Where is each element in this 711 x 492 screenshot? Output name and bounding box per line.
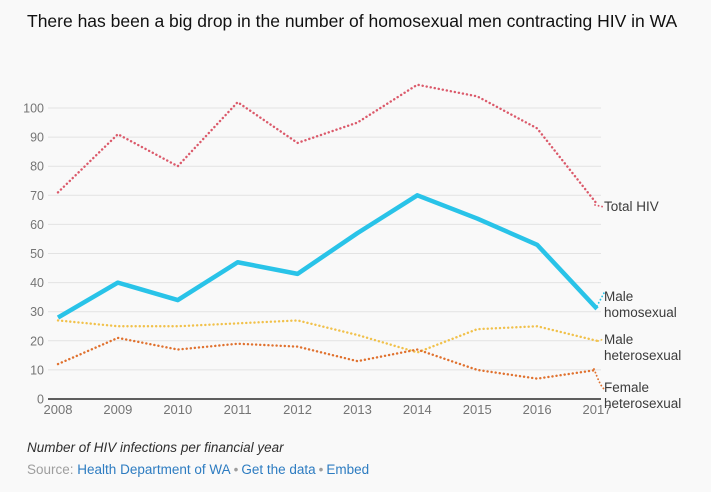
y-axis-tick-label: 100 xyxy=(23,102,44,116)
x-axis-tick-label: 2014 xyxy=(403,402,432,417)
series-label-female-heterosexual: Female heterosexual xyxy=(604,380,682,411)
male-homosexual-line xyxy=(56,193,599,320)
x-axis-tick-label: 2015 xyxy=(463,402,492,417)
series-label-male-homosexual: Male homosexual xyxy=(604,289,677,320)
male-homosexual-leader xyxy=(596,292,605,307)
x-axis-tick-label: 2010 xyxy=(163,402,192,417)
y-axis-tick-label: 40 xyxy=(30,276,44,290)
y-axis-tick-label: 20 xyxy=(30,334,44,348)
total-hiv-line xyxy=(56,83,599,206)
male-heterosexual-leader xyxy=(597,338,605,342)
y-axis-tick-label: 70 xyxy=(30,189,44,203)
male-heterosexual-line xyxy=(56,319,599,354)
x-axis-tick-label: 2012 xyxy=(283,402,312,417)
source-link-health-department[interactable]: Health Department of WA xyxy=(77,462,231,477)
x-axis-tick-label: 2013 xyxy=(343,402,372,417)
series-label-male-heterosexual: Male heterosexual xyxy=(604,332,682,363)
chart-footnote: Number of HIV infections per financial y… xyxy=(27,440,284,455)
source-label: Source: xyxy=(27,462,74,477)
y-axis-tick-label: 80 xyxy=(30,160,44,174)
x-axis-tick-label: 2009 xyxy=(103,402,132,417)
embed-link[interactable]: Embed xyxy=(326,462,370,477)
x-axis-tick-label: 2016 xyxy=(523,402,552,417)
x-axis-tick-label: 2017 xyxy=(583,402,612,417)
get-the-data-link[interactable]: Get the data xyxy=(241,462,316,477)
chart-title: There has been a big drop in the number … xyxy=(27,11,678,31)
x-axis-tick-label: 2011 xyxy=(224,402,252,417)
total-hiv-leader xyxy=(594,204,605,208)
y-axis-tick-label: 90 xyxy=(30,131,44,145)
y-axis-tick-label: 0 xyxy=(37,393,44,407)
y-axis-tick-label: 30 xyxy=(30,305,44,319)
source-line: Source: Health Department of WA • Get the … xyxy=(27,462,369,477)
source-separator: • xyxy=(318,462,324,477)
y-axis-tick-label: 50 xyxy=(30,247,44,261)
female-heterosexual-leader xyxy=(593,368,605,390)
y-axis-tick-label: 10 xyxy=(30,363,44,377)
female-heterosexual-line xyxy=(56,336,599,380)
series-label-total-hiv: Total HIV xyxy=(604,199,659,214)
x-axis-tick-label: 2008 xyxy=(44,402,73,417)
source-separator: • xyxy=(233,462,239,477)
y-axis-tick-label: 60 xyxy=(30,218,44,232)
